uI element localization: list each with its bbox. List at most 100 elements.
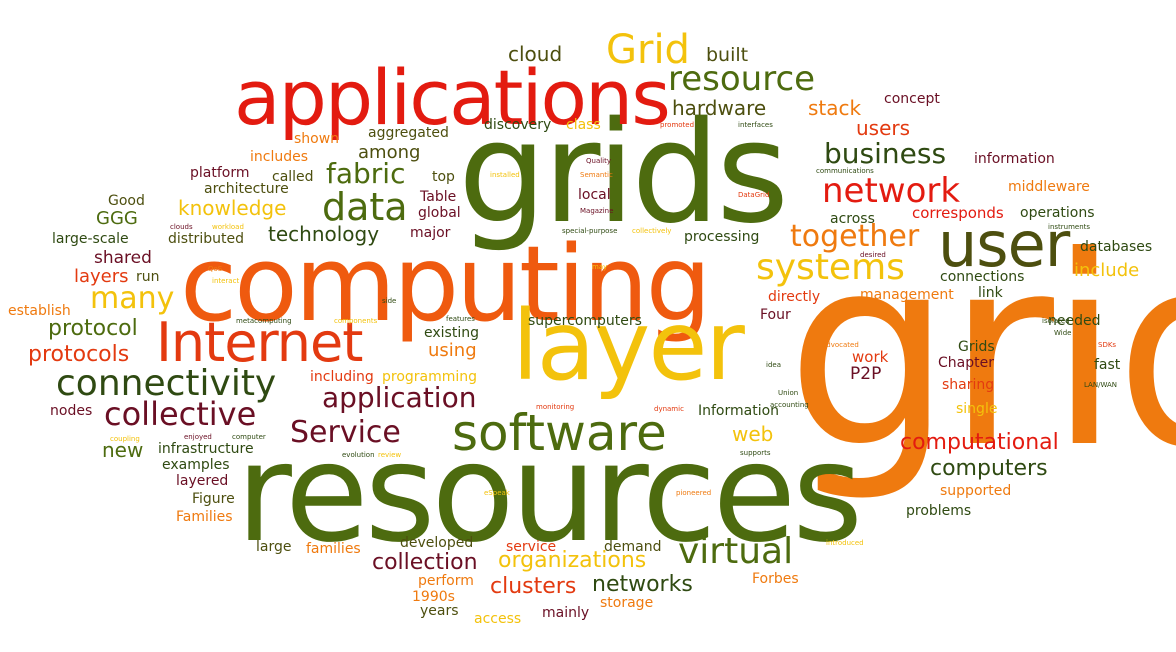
word-espeak: eSpeak: [484, 489, 510, 497]
word-application: application: [322, 381, 477, 414]
word-stack: stack: [808, 96, 862, 120]
word-grid-cap: Grid: [606, 27, 690, 73]
word-grids-cap: Grids: [958, 339, 995, 355]
word-layered: layered: [176, 473, 229, 489]
word-business: business: [824, 137, 947, 170]
word-work: work: [852, 348, 889, 366]
word-link: link: [978, 285, 1003, 301]
word-user: user: [938, 208, 1070, 281]
word-collective: collective: [104, 395, 257, 433]
word-distributed: distributed: [168, 231, 244, 247]
word-directly: directly: [768, 289, 821, 305]
word-special-purpose: special-purpose: [562, 227, 618, 235]
word-examples: examples: [162, 457, 230, 473]
word-fabric: fabric: [326, 157, 406, 190]
word-sharing: sharing: [942, 377, 995, 393]
word-quality: Quality: [586, 157, 612, 165]
word-four: Four: [760, 307, 791, 323]
word-among: among: [358, 142, 421, 163]
word-major: major: [410, 225, 451, 241]
word-qos: QoS: [208, 265, 223, 273]
word-knowledge: knowledge: [178, 196, 287, 220]
word-layers: layers: [74, 266, 129, 287]
word-table: Table: [420, 189, 457, 205]
word-may: may: [592, 263, 608, 271]
word-global: global: [418, 205, 461, 221]
word-semantic: Semantic: [580, 171, 613, 179]
word-connectivity: connectivity: [56, 363, 277, 404]
word-1990s: 1990s: [412, 589, 455, 605]
word-features: features: [446, 315, 475, 323]
word-union: Union: [778, 389, 799, 397]
word-access: access: [474, 611, 522, 627]
word-idea: idea: [766, 361, 781, 369]
word-resources: resources: [236, 415, 863, 573]
word-supercomputers: supercomputers: [528, 313, 642, 329]
word-developed: developed: [400, 535, 474, 551]
word-desired: desired: [860, 251, 886, 259]
word-problems: problems: [906, 503, 972, 519]
word-families: families: [306, 541, 361, 557]
word-large: large: [256, 539, 292, 555]
word-operations: operations: [1020, 205, 1095, 221]
word-technology: technology: [268, 222, 380, 246]
word-review: review: [378, 451, 402, 459]
word-software: software: [452, 404, 667, 462]
word-collectively: collectively: [632, 227, 672, 235]
word-information: information: [974, 151, 1055, 167]
word-interact: interact: [212, 277, 240, 285]
word-interfaces: interfaces: [738, 121, 773, 129]
word-evolution: evolution: [342, 451, 375, 459]
word-large-scale: large-scale: [52, 231, 129, 247]
word-installed: installed: [490, 171, 520, 179]
word-collection: collection: [372, 550, 478, 575]
word-called: called: [272, 169, 314, 185]
word-supported: supported: [940, 483, 1012, 499]
word-grid: grid: [786, 200, 1176, 505]
word-class: class: [566, 117, 601, 133]
word-top: top: [432, 169, 455, 185]
word-shared: shared: [94, 248, 152, 268]
word-clouds: clouds: [170, 223, 193, 231]
word-nodes: nodes: [50, 403, 93, 419]
word-aggregated: aggregated: [368, 125, 449, 141]
word-network: network: [822, 171, 961, 211]
word-computational: computational: [900, 430, 1059, 455]
word-local: local: [578, 187, 611, 203]
word-perform: perform: [418, 573, 474, 589]
word-protocol: protocol: [48, 316, 138, 341]
word-virtual: virtual: [678, 531, 794, 572]
word-internet: Internet: [156, 311, 363, 374]
word-architecture: architecture: [204, 181, 289, 197]
word-ggg: GGG: [96, 208, 138, 229]
word-fast: fast: [1094, 357, 1121, 373]
word-using: using: [428, 340, 477, 361]
word-pioneered: pioneered: [676, 489, 712, 497]
word-information-cap: Information: [698, 403, 780, 419]
word-lan-wan: LAN/WAN: [1084, 381, 1118, 389]
word-data: data: [322, 185, 408, 229]
word-include: include: [1074, 260, 1140, 281]
word-components: components: [334, 317, 378, 325]
word-computing: computing: [180, 223, 712, 345]
word-cloud: cloud: [508, 42, 563, 66]
word-infrastructure: infrastructure: [158, 441, 254, 457]
word-enjoyed: enjoyed: [184, 433, 212, 441]
word-figure: Figure: [192, 491, 235, 507]
word-years: years: [420, 603, 459, 619]
word-datagrid: DataGrid: [738, 191, 770, 199]
word-users: users: [856, 116, 911, 140]
word-existing: existing: [424, 325, 479, 341]
word-middleware: middleware: [1008, 179, 1090, 195]
word-concept: concept: [884, 91, 940, 107]
word-systems: systems: [756, 247, 905, 288]
word-p2p: P2P: [850, 364, 882, 384]
word-wide: Wide: [1054, 329, 1072, 337]
word-sdks: SDKs: [1098, 341, 1117, 349]
word-service: service: [506, 539, 557, 555]
word-grids: grids: [458, 92, 789, 255]
word-hardware: hardware: [672, 96, 767, 120]
word-resource: resource: [668, 59, 816, 99]
word-coupling: coupling: [110, 435, 140, 443]
